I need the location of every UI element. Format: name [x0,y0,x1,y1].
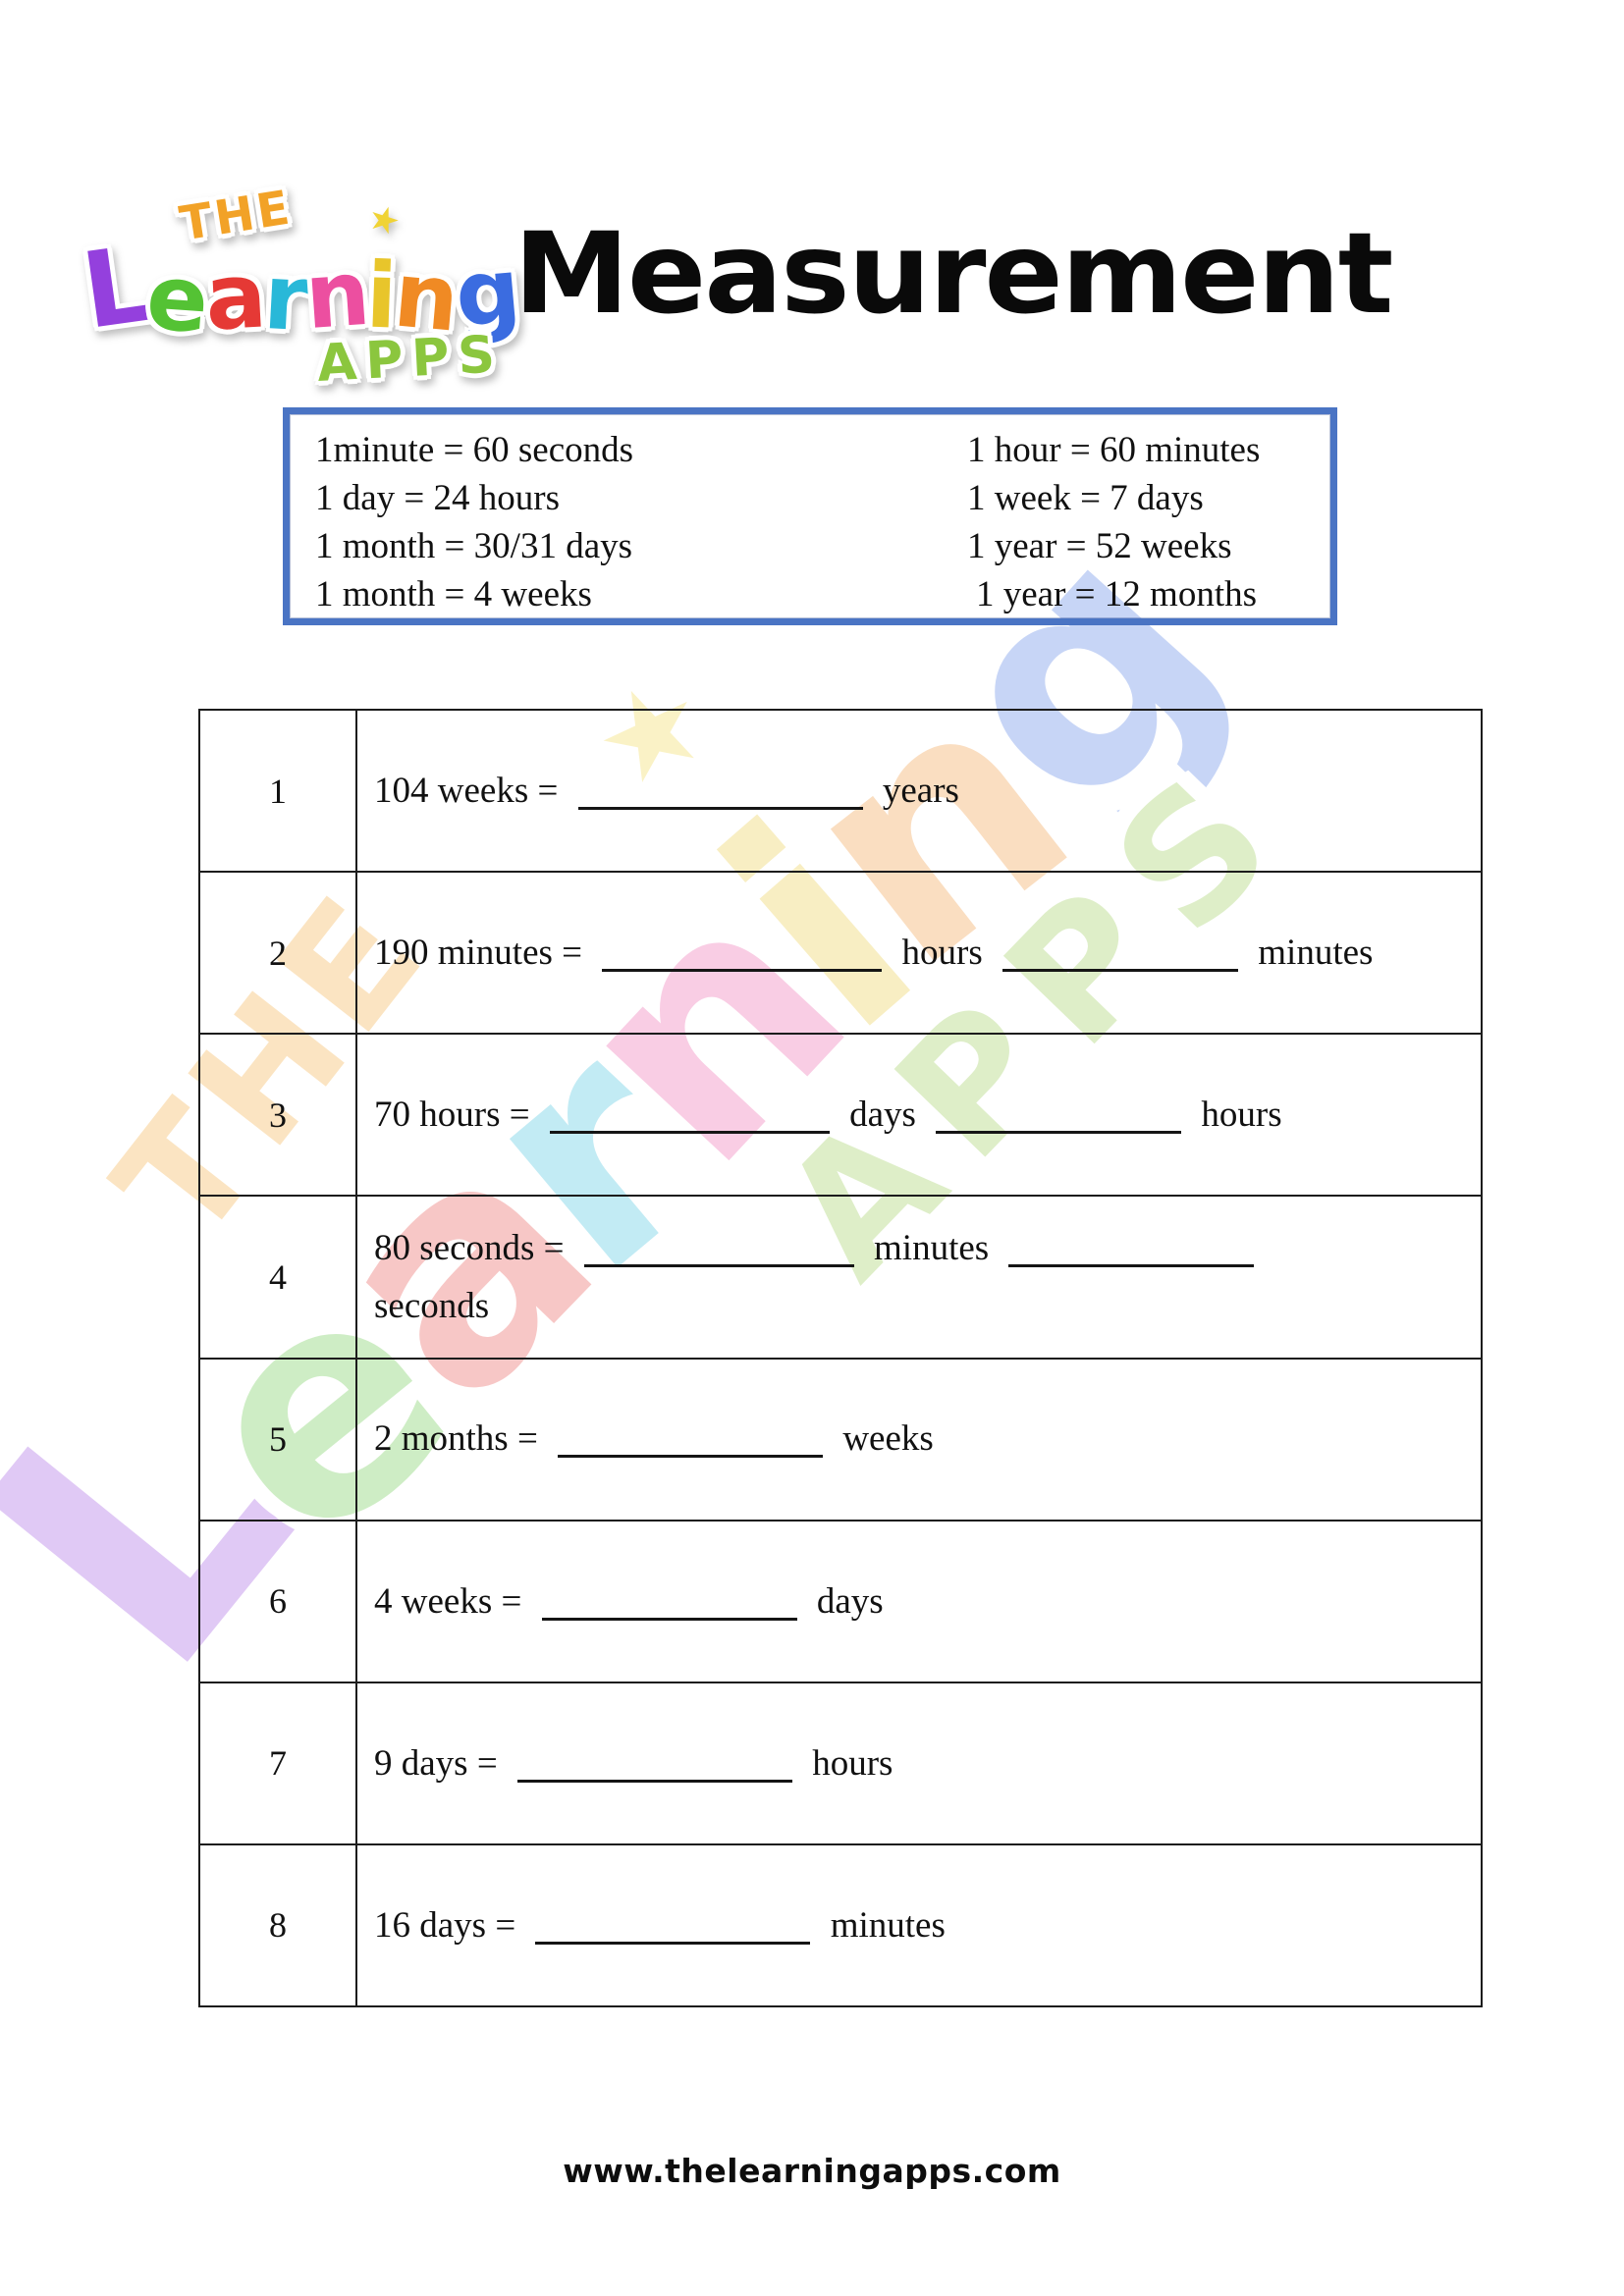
answer-blank[interactable] [541,1617,797,1621]
fact-line: 1 day = 24 hours [315,478,561,518]
question-number: 3 [200,1035,357,1196]
question-cell: 80 seconds = minutes seconds [357,1197,1481,1357]
answer-blank[interactable] [549,1131,830,1135]
question-text: minutes [1258,933,1374,974]
fact-line: 1 hour = 60 minutes [967,430,1261,470]
question-cell: 9 days = hours [357,1683,1481,1843]
answer-blank[interactable] [602,969,883,973]
question-number: 5 [200,1359,357,1520]
table-row: 2 190 minutes = hours minutes [200,873,1481,1036]
question-cell: 16 days = minutes [357,1845,1481,2005]
fact-line: 1 week = 7 days [967,478,1204,518]
question-number: 2 [200,873,357,1034]
question-text: 80 seconds = [374,1227,565,1268]
conversion-facts-box: 1minute = 60 seconds 1 day = 24 hours 1 … [283,407,1337,625]
question-text: seconds [374,1285,490,1326]
answer-blank[interactable] [583,1263,854,1267]
question-number: 8 [200,1844,357,2005]
question-text: days [816,1580,884,1622]
question-text: 190 minutes = [374,933,583,974]
question-text: hours [812,1742,893,1784]
fact-line: 1 month = 30/31 days [315,526,633,566]
facts-left-column: 1minute = 60 seconds 1 day = 24 hours 1 … [315,426,633,618]
fact-line: 1 month = 4 weeks [315,574,592,614]
question-text: weeks [842,1418,934,1460]
table-row: 4 80 seconds = minutes seconds [200,1197,1481,1360]
question-cell: 190 minutes = hours minutes [357,873,1481,1033]
answer-blank[interactable] [516,1779,792,1783]
fact-line: 1 year = 12 months [976,574,1257,614]
question-text: 4 weeks = [374,1580,522,1622]
answer-blank[interactable] [1002,969,1239,973]
answer-blank[interactable] [936,1131,1182,1135]
question-cell: 104 weeks = years [357,711,1481,871]
question-text: minutes [830,1904,946,1946]
table-row: 3 70 hours = days hours [200,1035,1481,1198]
question-text: 2 months = [374,1418,538,1460]
question-cell: 70 hours = days hours [357,1035,1481,1195]
question-cell: 2 months = weeks [357,1360,1481,1520]
question-text: hours [1201,1095,1282,1136]
question-text: 9 days = [374,1742,498,1784]
question-text: 104 weeks = [374,770,559,811]
question-text: 70 hours = [374,1095,530,1136]
question-number: 7 [200,1682,357,1843]
question-text: days [849,1095,916,1136]
answer-blank[interactable] [558,1455,824,1459]
question-text: years [882,770,959,811]
facts-right-column: 1 hour = 60 minutes 1 week = 7 days 1 ye… [967,426,1260,618]
learning-apps-logo: THE Learning ★ APPS [76,180,535,394]
fact-line: 1minute = 60 seconds [315,430,634,470]
answer-blank[interactable] [577,806,863,810]
questions-table: 1 104 weeks = years 2 190 minutes = hours … [198,709,1483,2007]
question-text: hours [901,933,983,974]
table-row: 1 104 weeks = years [200,711,1481,874]
fact-line: 1 year = 52 weeks [967,526,1232,566]
question-number: 1 [200,711,357,872]
table-row: 8 16 days = minutes [200,1844,1481,2005]
question-text: 16 days = [374,1904,516,1946]
answer-blank[interactable] [1008,1263,1255,1267]
footer-url: www.thelearningapps.com [563,2152,1061,2190]
answer-blank[interactable] [535,1941,811,1945]
page-title: Measurement [514,208,1393,339]
question-number: 4 [200,1197,357,1358]
question-number: 6 [200,1521,357,1682]
question-text: minutes [874,1227,990,1268]
question-cell: 4 weeks = days [357,1522,1481,1682]
logo-apps-text: APPS [315,325,506,394]
